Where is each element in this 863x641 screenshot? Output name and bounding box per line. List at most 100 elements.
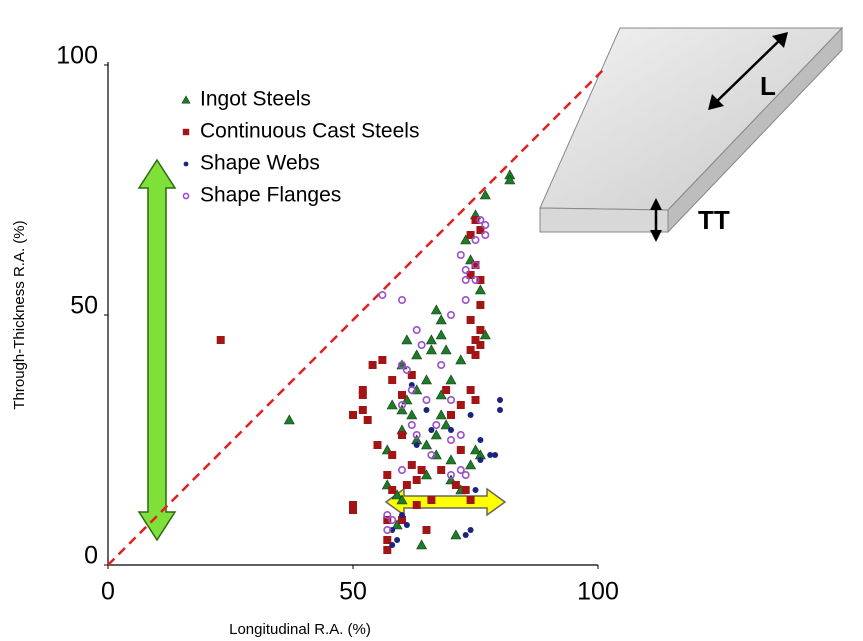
square-marker <box>466 496 475 504</box>
circle-marker <box>481 231 490 240</box>
triangle-marker <box>420 374 433 385</box>
square-marker <box>461 486 470 494</box>
dot-marker <box>497 397 503 403</box>
triangle-marker <box>416 539 428 550</box>
circle-marker <box>471 260 480 269</box>
circle-marker <box>461 265 470 274</box>
circle-marker <box>461 470 470 479</box>
square-marker <box>368 361 377 369</box>
dot-marker <box>448 427 454 433</box>
square-marker <box>383 471 392 479</box>
triangle-marker <box>420 439 433 450</box>
circle-marker <box>476 216 485 225</box>
circle-marker <box>407 385 416 394</box>
circle-marker <box>481 221 490 230</box>
dot-marker <box>467 412 474 418</box>
circle-marker <box>383 525 392 534</box>
square-marker <box>471 336 480 344</box>
legend-marker <box>183 161 189 167</box>
circle-marker <box>412 430 421 439</box>
y-tick-label: 0 <box>84 542 98 570</box>
circle-marker <box>461 295 470 304</box>
range-arrow <box>384 487 507 517</box>
circle-marker <box>383 510 392 519</box>
square-marker <box>358 406 367 414</box>
triangle-marker <box>504 174 516 185</box>
square-marker <box>383 546 392 554</box>
square-marker <box>417 466 426 474</box>
triangle-marker <box>445 374 457 385</box>
triangle-marker <box>450 529 462 540</box>
square-marker <box>471 261 480 269</box>
square-marker <box>456 446 465 454</box>
triangle-marker <box>465 459 477 470</box>
square-marker <box>407 371 416 379</box>
legend-marker <box>182 192 190 200</box>
triangle-marker <box>283 414 295 425</box>
circle-marker <box>446 310 455 319</box>
circle-marker <box>446 470 455 479</box>
circle-marker <box>456 465 465 474</box>
circle-marker <box>471 236 480 245</box>
circle-marker <box>456 430 465 439</box>
square-marker <box>383 536 392 544</box>
square-marker <box>466 316 475 324</box>
triangle-marker <box>440 344 452 355</box>
triangle-marker <box>391 519 403 530</box>
triangle-marker <box>430 304 442 315</box>
dot-marker <box>403 522 410 528</box>
square-marker <box>349 501 357 509</box>
square-marker <box>471 216 480 224</box>
square-marker <box>476 301 485 309</box>
square-marker <box>471 351 480 359</box>
circle-marker <box>378 290 387 299</box>
square-marker <box>471 396 480 404</box>
square-marker <box>422 526 431 534</box>
triangle-marker <box>445 454 457 465</box>
square-marker <box>383 516 392 524</box>
dot-marker <box>492 452 499 458</box>
circle-marker <box>407 420 416 429</box>
square-marker <box>456 401 465 409</box>
dot-marker <box>477 437 484 443</box>
circle-marker <box>422 395 431 404</box>
triangle-marker <box>460 234 472 245</box>
triangle-marker <box>435 389 447 400</box>
square-marker <box>388 376 397 384</box>
triangle-marker <box>386 399 398 410</box>
legend-label: Continuous Cast Steels <box>200 120 419 143</box>
square-marker <box>447 411 455 419</box>
dot-marker <box>462 532 469 538</box>
dot-marker <box>472 487 479 493</box>
x-tick-label: 50 <box>339 578 367 606</box>
circle-marker <box>427 450 436 459</box>
circle-marker <box>388 515 397 524</box>
square-marker <box>451 481 460 489</box>
triangle-marker <box>420 469 433 480</box>
triangle-marker <box>435 409 447 420</box>
legend-label: Shape Webs <box>200 152 320 175</box>
triangle-marker <box>401 334 413 345</box>
dot-marker <box>487 452 494 458</box>
dot-marker <box>428 427 435 433</box>
diagram-label: TT <box>698 205 730 235</box>
circle-marker <box>417 340 426 349</box>
square-marker <box>373 441 382 449</box>
triangle-marker <box>411 349 423 360</box>
triangle-marker <box>425 334 437 345</box>
triangle-marker <box>469 444 482 455</box>
dot-marker <box>423 407 430 413</box>
circle-marker <box>397 400 406 409</box>
square-marker <box>407 461 416 469</box>
square-marker <box>442 386 451 394</box>
x-axis-title: Longitudinal R.A. (%) <box>229 621 371 638</box>
triangle-marker <box>479 329 491 340</box>
circle-marker <box>432 420 441 429</box>
triangle-marker <box>391 489 403 500</box>
square-marker <box>466 346 475 354</box>
square-marker <box>349 506 357 514</box>
triangle-marker <box>430 429 442 440</box>
y-axis-title: Through-Thickness R.A. (%) <box>11 220 28 409</box>
square-marker <box>466 386 475 394</box>
